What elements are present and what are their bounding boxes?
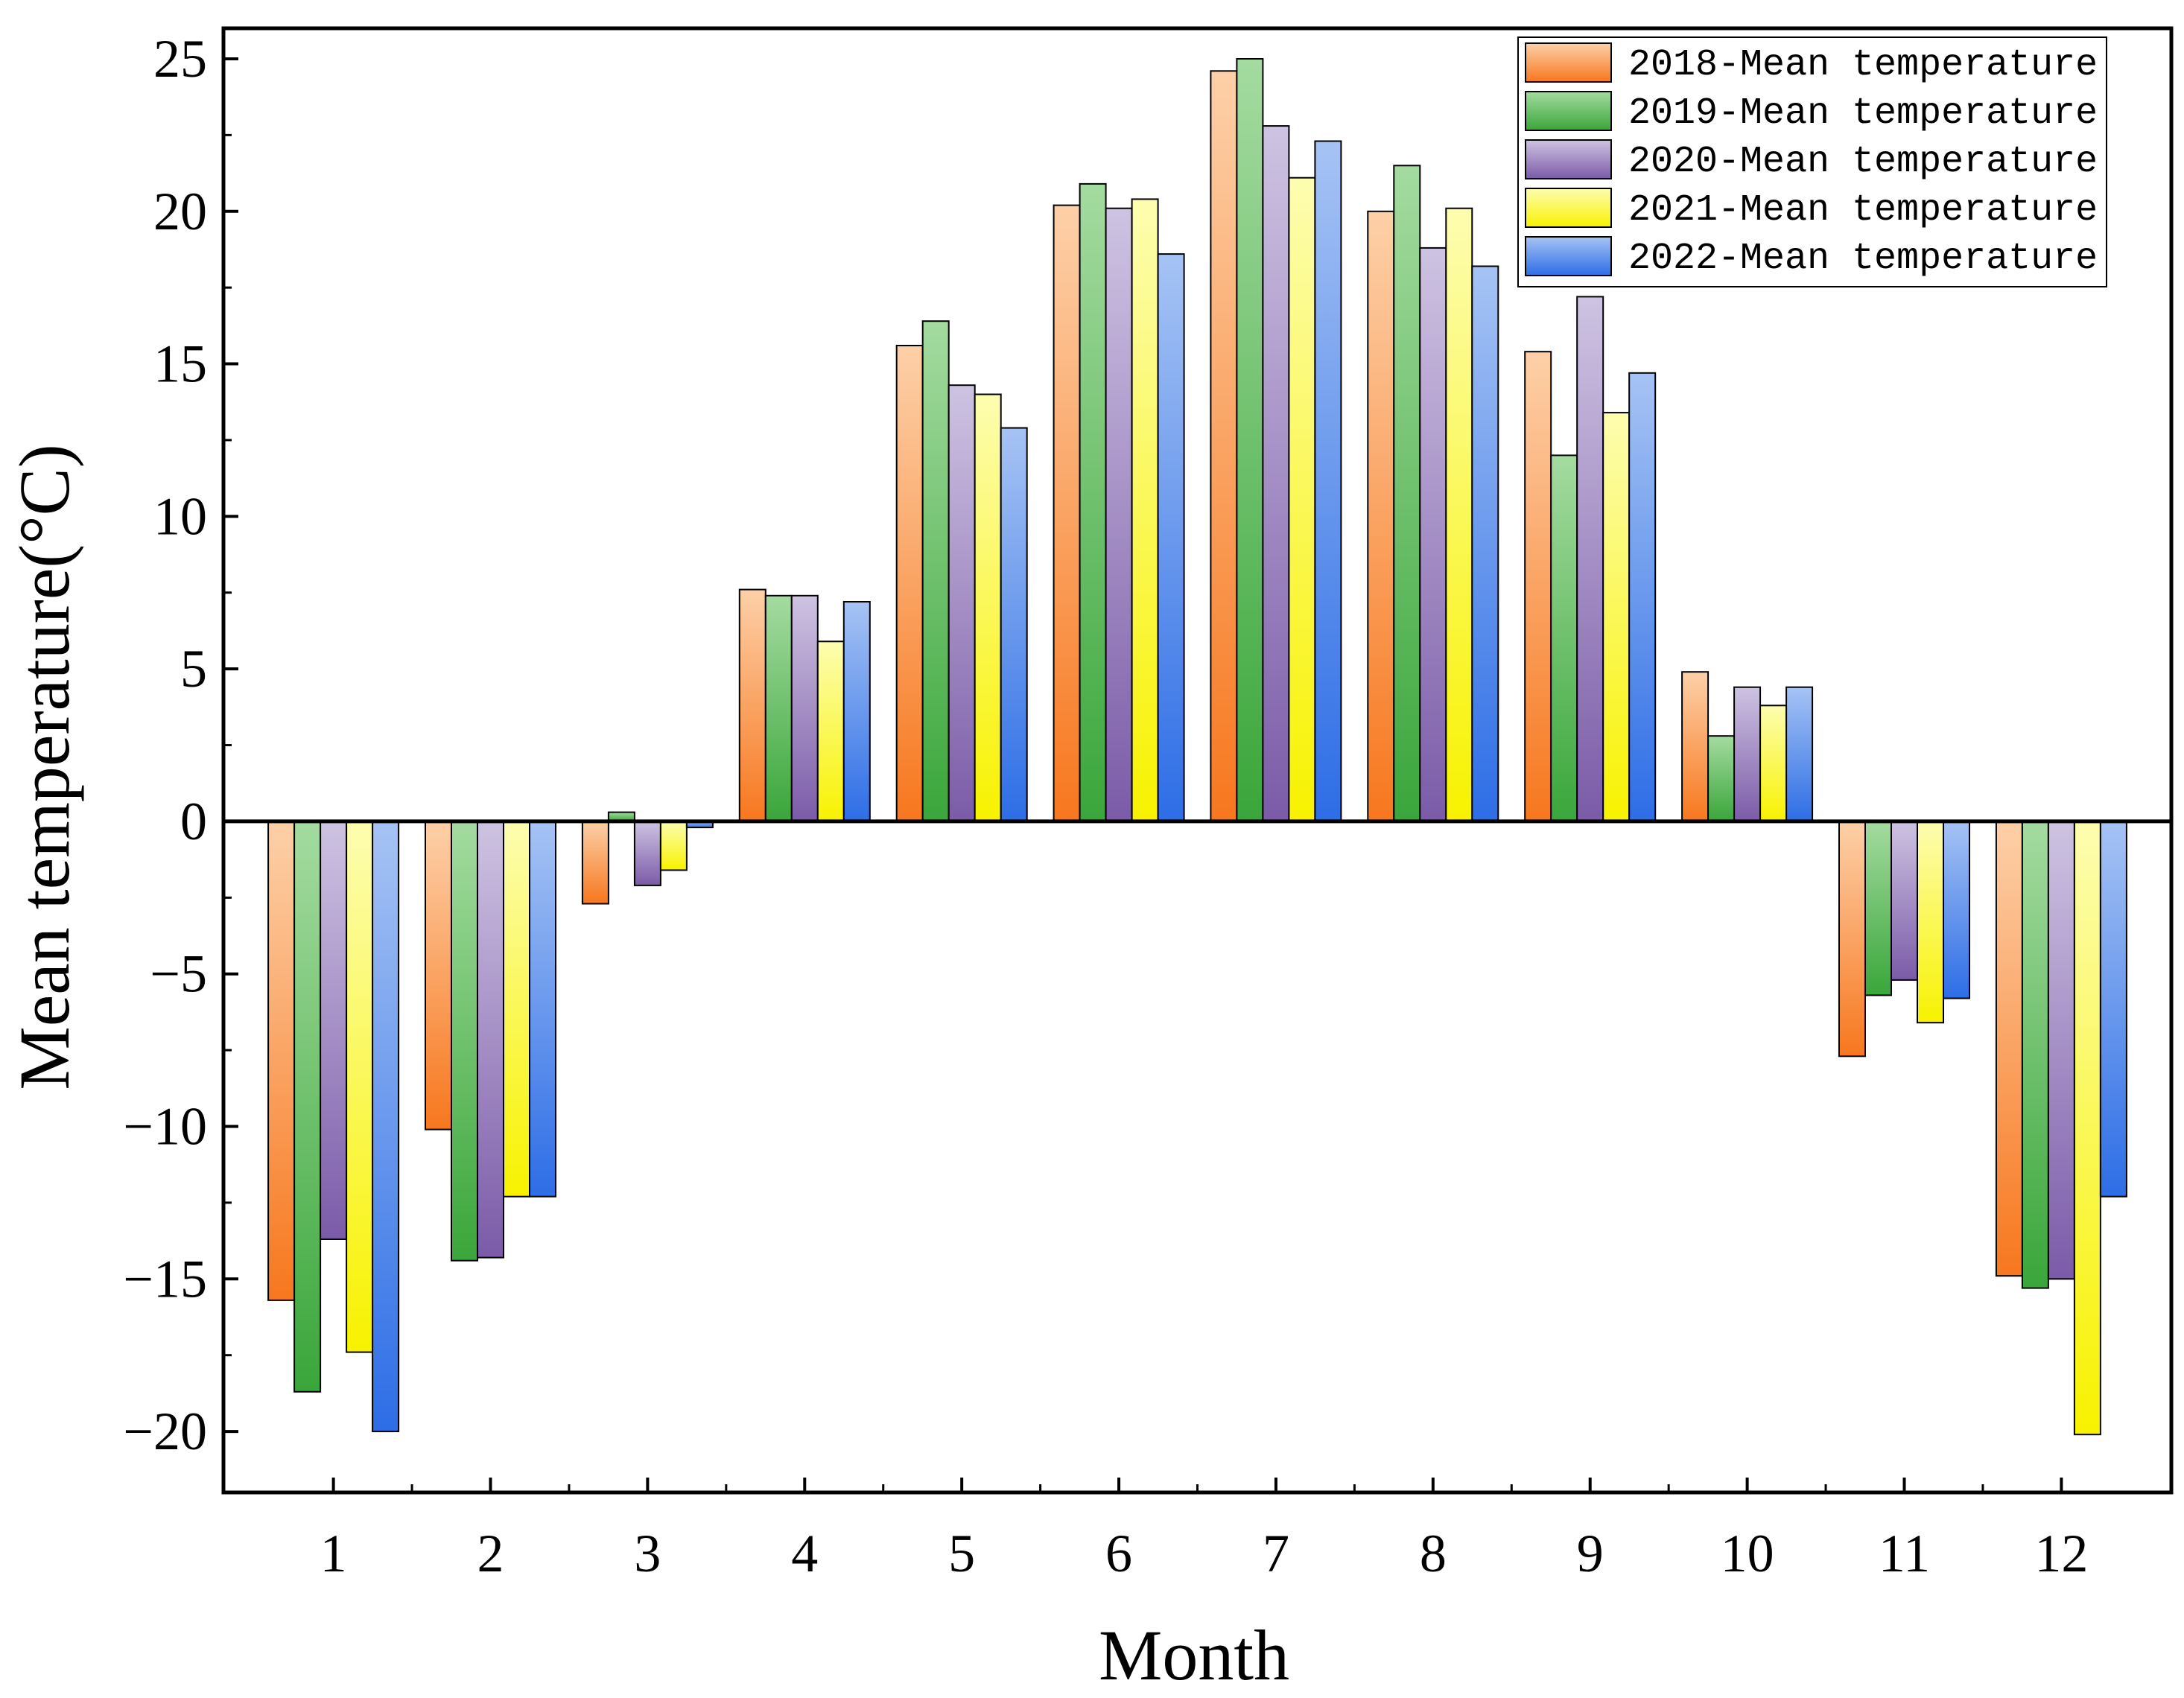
y-tick-label: −20 <box>123 1402 207 1461</box>
y-tick-label: 10 <box>153 486 207 546</box>
bar-2018-month-9 <box>1524 351 1552 822</box>
bar-2021-month-12 <box>2073 820 2101 1436</box>
legend-label: 2021-Mean temperature <box>1628 189 2098 232</box>
bar-2021-month-9 <box>1602 412 1631 822</box>
bar-2020-month-9 <box>1576 296 1604 822</box>
legend-label: 2022-Mean temperature <box>1628 238 2098 280</box>
x-tick-label: 2 <box>477 1524 504 1583</box>
bar-2022-month-1 <box>372 820 400 1433</box>
y-tick-label: 15 <box>153 334 207 394</box>
bar-2021-month-6 <box>1131 198 1159 822</box>
bar-2019-month-5 <box>921 320 950 822</box>
bar-2021-month-1 <box>346 820 374 1353</box>
legend: 2018-Mean temperature 2019-Mean temperatu… <box>1517 36 2107 287</box>
bar-2020-month-12 <box>2047 820 2075 1280</box>
legend-swatch <box>1525 139 1612 179</box>
bar-2018-month-8 <box>1367 210 1395 822</box>
bar-2019-month-6 <box>1079 182 1107 822</box>
bar-2019-month-2 <box>451 820 478 1262</box>
bar-2019-month-11 <box>1864 820 1892 996</box>
legend-swatch <box>1525 188 1612 228</box>
legend-swatch <box>1525 236 1612 276</box>
bar-2020-month-3 <box>633 820 661 886</box>
bar-2018-month-2 <box>425 820 452 1131</box>
bar-2019-month-7 <box>1236 58 1264 822</box>
bar-2022-month-10 <box>1785 686 1814 822</box>
bar-2022-month-9 <box>1628 372 1657 822</box>
y-tick-label: 5 <box>180 639 207 699</box>
bar-2020-month-8 <box>1419 247 1447 822</box>
bar-2022-month-6 <box>1157 253 1185 822</box>
bar-2022-month-7 <box>1314 140 1342 822</box>
bar-2021-month-4 <box>816 640 845 822</box>
y-axis-title: Mean temperature(°C) <box>4 444 84 1090</box>
bar-2022-month-11 <box>1943 820 1970 999</box>
bar-2021-month-7 <box>1288 177 1316 822</box>
legend-label: 2019-Mean temperature <box>1628 92 2098 135</box>
bar-2018-month-12 <box>1995 820 2023 1277</box>
bar-2019-month-9 <box>1550 454 1578 822</box>
x-tick-label: 7 <box>1263 1524 1289 1583</box>
x-tick-label: 6 <box>1105 1524 1132 1583</box>
bar-2022-month-12 <box>2099 820 2127 1198</box>
bar-2018-month-3 <box>581 820 609 905</box>
legend-swatch <box>1525 91 1612 131</box>
x-tick-label: 8 <box>1420 1524 1447 1583</box>
bar-2020-month-2 <box>477 820 504 1259</box>
legend-frame <box>1517 36 2107 287</box>
bar-2019-month-4 <box>764 594 793 822</box>
bar-2021-month-10 <box>1759 705 1788 822</box>
x-tick-label: 4 <box>791 1524 818 1583</box>
bar-2018-month-10 <box>1681 671 1710 822</box>
bar-2020-month-1 <box>320 820 348 1240</box>
x-axis-title: Month <box>1099 1615 1289 1695</box>
bar-2019-month-12 <box>2021 820 2049 1289</box>
bar-2019-month-1 <box>293 820 322 1393</box>
bar-2021-month-3 <box>659 820 688 871</box>
bar-2021-month-5 <box>974 393 1002 822</box>
bar-2021-month-11 <box>1917 820 1944 1024</box>
y-tick-label: −10 <box>123 1097 207 1157</box>
x-tick-label: 3 <box>634 1524 661 1583</box>
bar-2018-month-5 <box>895 345 924 822</box>
legend-label: 2018-Mean temperature <box>1628 44 2098 86</box>
x-tick-label: 11 <box>1879 1524 1930 1583</box>
bar-2018-month-6 <box>1053 204 1081 823</box>
bar-2020-month-11 <box>1891 820 1918 981</box>
bar-2021-month-8 <box>1445 207 1473 822</box>
bar-2018-month-7 <box>1210 70 1238 822</box>
bar-2018-month-1 <box>267 820 296 1301</box>
bar-2020-month-7 <box>1262 125 1290 822</box>
bar-2022-month-4 <box>842 601 871 822</box>
bar-2021-month-2 <box>503 820 530 1198</box>
x-tick-label: 12 <box>2034 1524 2088 1583</box>
bar-2020-month-4 <box>790 594 819 822</box>
bar-2020-month-5 <box>947 384 976 822</box>
bar-2019-month-8 <box>1393 165 1421 822</box>
x-tick-label: 10 <box>1721 1524 1774 1583</box>
bar-2022-month-5 <box>1000 427 1028 822</box>
bar-2022-month-2 <box>529 820 556 1198</box>
bar-group <box>267 58 2127 1436</box>
bar-2018-month-11 <box>1838 820 1866 1058</box>
bar-2020-month-10 <box>1733 686 1762 822</box>
x-tick-label: 5 <box>948 1524 975 1583</box>
x-tick-label: 1 <box>320 1524 347 1583</box>
bar-2022-month-8 <box>1471 265 1499 822</box>
y-tick-label: −5 <box>150 944 207 1004</box>
legend-swatch <box>1525 42 1612 83</box>
y-tick-label: 0 <box>180 792 207 851</box>
bar-2018-month-4 <box>738 588 766 822</box>
x-tick-label: 9 <box>1577 1524 1604 1583</box>
y-tick-label: −15 <box>123 1249 207 1309</box>
bar-2020-month-6 <box>1105 207 1133 822</box>
y-tick-label: 20 <box>153 182 207 241</box>
legend-label: 2020-Mean temperature <box>1628 141 2098 183</box>
y-tick-label: 25 <box>153 29 207 89</box>
bar-2019-month-10 <box>1707 735 1736 822</box>
